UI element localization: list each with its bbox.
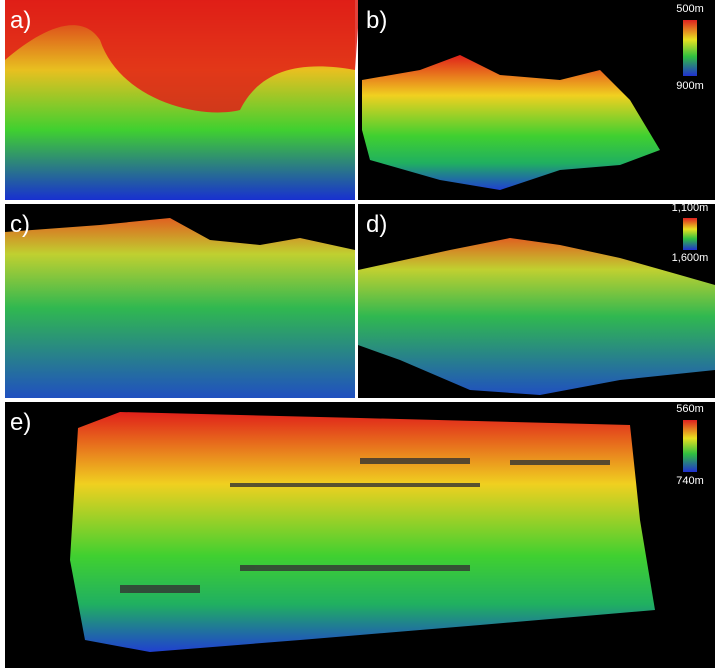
terrain-ridge (5, 0, 360, 113)
terrain (362, 55, 660, 190)
panel-e: e) 560m 740m (5, 402, 715, 668)
colorbar-top-label: 500m (676, 3, 704, 15)
panel-label: b) (366, 7, 387, 34)
colorbar-top-label: 1,100m (672, 202, 709, 214)
panel-a: a) (5, 0, 360, 200)
data-gaps (120, 458, 610, 593)
colorbar-bottom-label: 1,600m (672, 252, 709, 264)
colorbar-bottom-label: 740m (676, 475, 704, 487)
panel-label: a) (10, 7, 31, 34)
panel-label: c) (10, 211, 30, 238)
colorbar (683, 20, 697, 76)
colorbar (683, 420, 697, 472)
panel-c: c) (5, 204, 355, 398)
panel-label: d) (366, 211, 387, 238)
panel-d: d) 1,100m 1,600m (358, 202, 715, 398)
panel-b: b) 500m 900m (358, 0, 715, 200)
terrain (5, 218, 355, 398)
terrain (358, 238, 715, 395)
colorbar-bottom-label: 900m (676, 80, 704, 92)
colorbar-top-label: 560m (676, 403, 704, 415)
terrain (70, 412, 655, 652)
panel-label: e) (10, 409, 31, 436)
colorbar (683, 218, 697, 250)
